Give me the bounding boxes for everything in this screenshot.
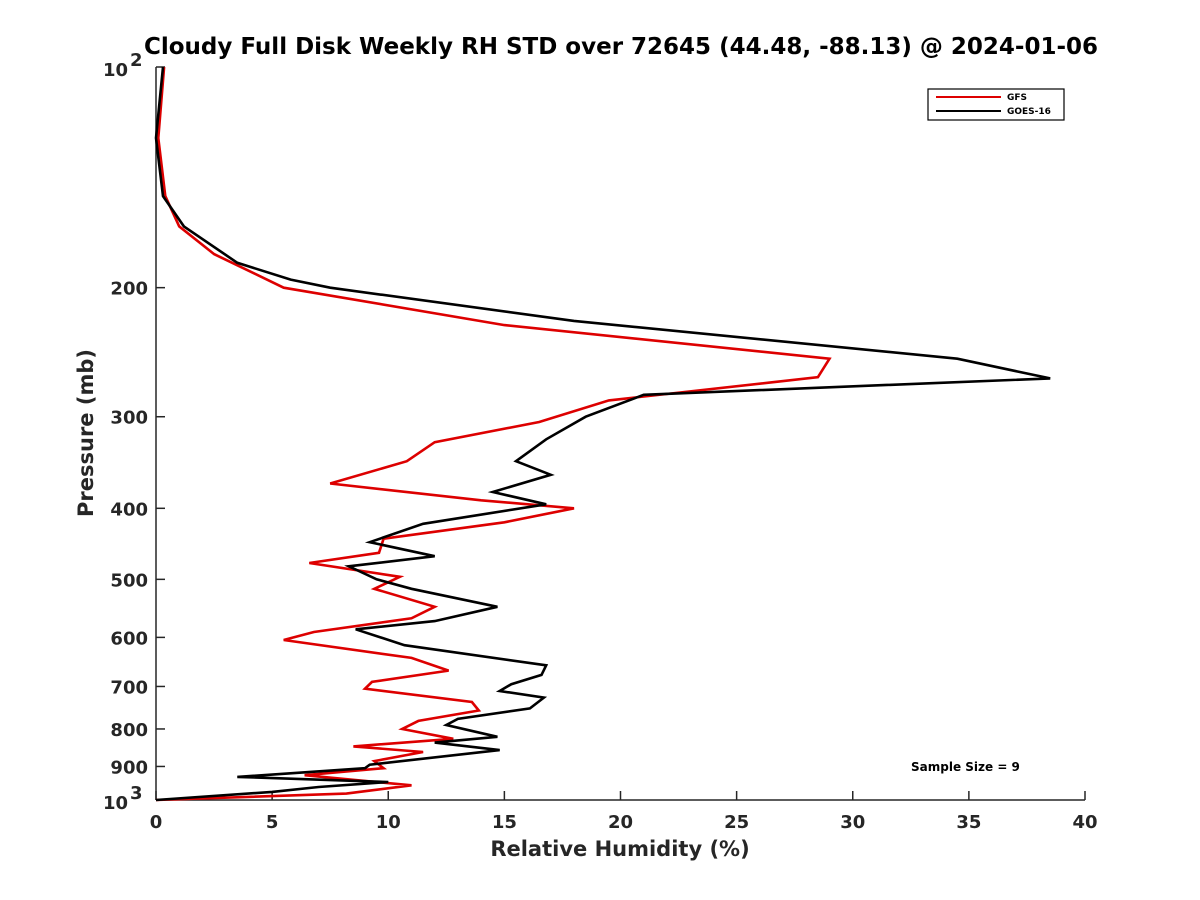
chart-title: Cloudy Full Disk Weekly RH STD over 7264… [144,34,1098,60]
y-tick-label: 900 [110,757,148,778]
x-axis-ticks: 0 5 10 15 20 25 30 35 40 [150,791,1098,833]
y-axis-label: Pressure (mb) [74,349,98,517]
x-tick-label: 35 [956,812,981,833]
x-tick-label: 20 [608,812,633,833]
x-tick-label: 25 [724,812,749,833]
sample-size-annotation: Sample Size = 9 [911,760,1020,774]
y-tick-label-power: 10 2 [103,50,143,81]
y-tick-base: 10 [103,793,128,814]
y-tick-base: 10 [103,60,128,81]
x-tick-label: 40 [1072,812,1097,833]
y-tick-label: 700 [110,677,148,698]
series-lines [154,66,1051,802]
plot-area: 0 5 10 15 20 25 30 35 40 10 220030040050060070080… [103,50,1098,833]
x-tick-label: 0 [150,812,163,833]
y-tick-label: 600 [110,628,148,649]
y-tick-exponent: 2 [130,50,143,71]
y-tick-label-power: 10 3 [103,783,143,814]
x-axis-label: Relative Humidity (%) [490,837,749,861]
y-tick-label: 300 [110,408,148,429]
y-tick-label: 200 [110,279,148,300]
x-tick-label: 10 [376,812,401,833]
series-line-goes16 [154,66,1051,802]
x-tick-label: 30 [840,812,865,833]
x-tick-label: 5 [266,812,279,833]
y-tick-exponent: 3 [130,783,143,804]
x-tick-label: 15 [492,812,517,833]
y-tick-label: 500 [110,570,148,591]
legend-box [927,88,1065,121]
legend-label-goes16: GOES-16 [1007,107,1051,117]
legend-label-gfs: GFS [1007,93,1027,103]
series-line-gfs [155,66,832,802]
legend: GFS GOES-16 [927,88,1065,121]
y-tick-label: 800 [110,720,148,741]
y-tick-label: 400 [110,499,148,520]
